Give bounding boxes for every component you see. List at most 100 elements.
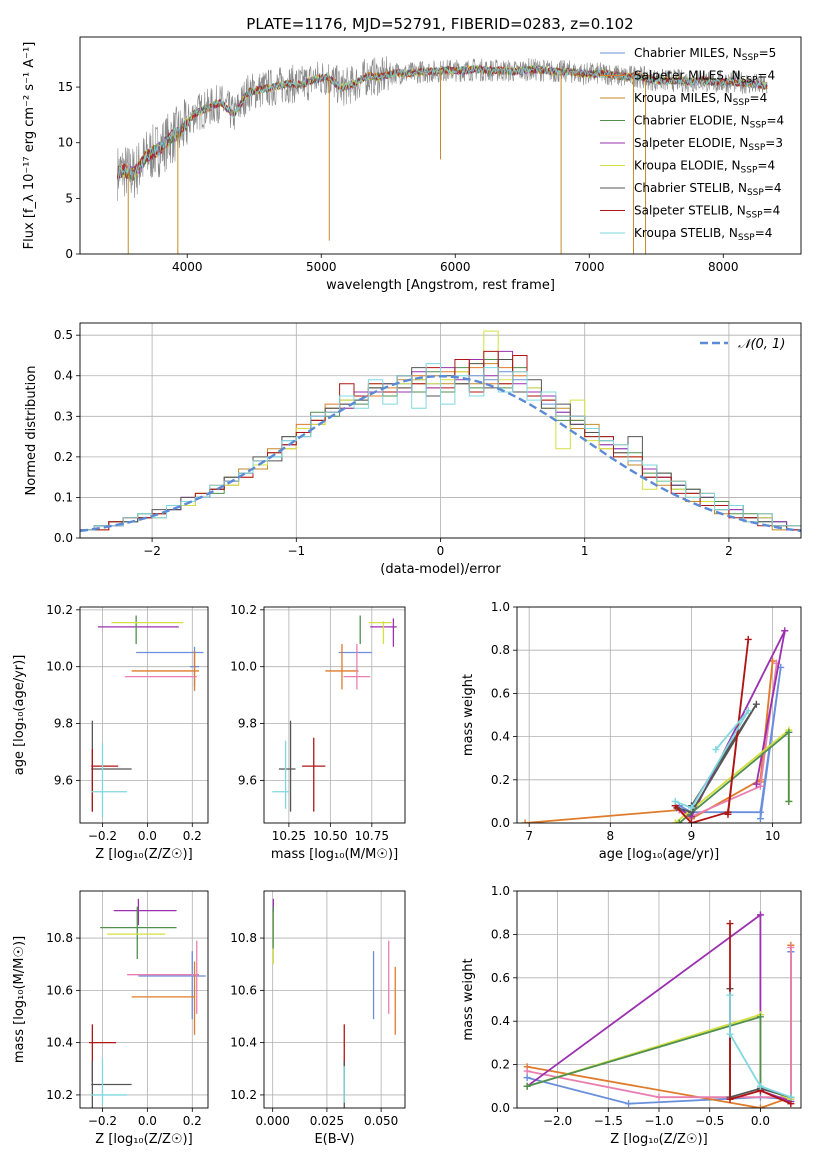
gaussian-curve [80,374,801,533]
y-tick-label: 10.8 [230,931,257,945]
y-tick-label: 0.8 [491,643,510,657]
weight-marker [671,797,679,805]
x-tick-label: 7000 [574,260,605,274]
y-tick-label: 0.2 [491,773,510,787]
y-tick-label: 15 [58,80,73,94]
weight-marker [675,819,683,823]
axes-frame [79,606,209,824]
spectrum-plot [117,56,768,254]
legend-subscript: SSP [746,211,763,221]
y-tick-label: 10.0 [230,660,257,674]
x-tick-label: 0.025 [310,1114,344,1128]
x-tick-label: −1 [287,544,305,558]
legend-suffix: =4 [755,226,773,240]
x-tick-label: 7 [525,829,533,843]
y-tick-label: 10 [58,136,73,150]
x-tick-label: 0.000 [255,1114,289,1128]
legend-label: Salpeter STELIB, NSSP=4 [634,204,780,221]
weight-marker [787,1093,795,1101]
y-tick-label: 5 [65,191,73,205]
legend-label: Chabrier MILES, NSSP=5 [634,46,776,63]
legend-subscript: SSP [738,233,755,243]
x-tick-label: −0.2 [88,1114,117,1128]
legend-subscript: SSP [733,98,750,108]
axes-spectrum: 4000 5000 6000 7000 8000 0 5 10 15 wavelength [An… [22,36,802,293]
weight-marker [687,819,695,823]
errorbar-plot [272,898,396,1108]
axes-frame [79,322,802,539]
y-tick-label: 10.6 [230,983,257,997]
x-tick-label: 8 [606,829,614,843]
y-tick-label: 0.0 [491,816,510,830]
y-tick-label: 10.4 [46,1036,73,1050]
weight-marker [781,627,789,635]
legend-suffix: =4 [764,181,782,195]
weight-marker [521,819,529,823]
legend-suffix: =3 [765,136,783,150]
legend-label: Salpeter ELODIE, NSSP=3 [634,136,783,153]
gaussian-legend-label: 𝒩(0, 1) [738,337,785,352]
weight-marker [726,920,734,928]
x-axis-label: age [log₁₀(age/yr)] [599,847,720,862]
legend-label: Kroupa STELIB, NSSP=4 [634,226,772,243]
axes-frame [516,606,802,824]
y-tick-label: 0.1 [54,490,73,504]
y-tick-label: 0.4 [491,730,510,744]
x-tick-label: 8000 [708,260,739,274]
y-tick-label: 0.0 [491,1101,510,1115]
legend-suffix: =4 [750,91,768,105]
y-tick-label: 10.0 [46,660,73,674]
legend-subscript: SSP [750,121,767,131]
x-tick-label: 10 [765,829,780,843]
weight-marker [726,1095,734,1103]
weight-marker [752,780,760,788]
x-tick-label: 2 [725,544,733,558]
x-tick-label: 0.050 [364,1114,398,1128]
weight-marker [756,911,764,919]
y-tick-label: 9.6 [238,773,257,787]
weight-line-pink [678,663,778,818]
weight-line-kroupa-stelib [729,995,792,1099]
y-axis-label: mass weight [461,958,476,1040]
weight-marker [785,797,793,805]
weight-marker [726,1030,734,1038]
axes-frame [263,890,406,1109]
weight-plot [523,911,795,1108]
weight-marker [712,746,720,754]
weight-marker [744,635,752,643]
axes-massweight_vs_age: 7 8 9 10 0.0 0.2 0.4 0.6 0.8 1.0 age [log₁₀(age/yr… [461,600,802,862]
legend-suffix: =4 [757,69,775,83]
weight-marker [756,782,764,790]
y-tick-label: 9.8 [54,717,73,731]
x-tick-label: 10.50 [313,829,347,843]
y-tick-label: 0.3 [54,409,73,423]
x-tick-label: −1.0 [644,1114,673,1128]
x-tick-label: 10.25 [272,829,306,843]
y-axis-label: mass [log₁₀(M/M☉)] [12,936,27,1063]
y-tick-label: 1.0 [491,600,510,614]
y-tick-label: 9.6 [54,773,73,787]
x-tick-label: 0.2 [183,829,202,843]
y-axis-label: Normed distribution [24,366,39,496]
weight-marker [744,707,752,715]
x-tick-label: −2.0 [543,1114,572,1128]
y-tick-label: 0.0 [54,531,73,545]
y-tick-label: 0.6 [491,971,510,985]
x-axis-label: (data-model)/error [380,562,501,577]
weight-line-pink [526,947,792,1099]
y-tick-label: 1.0 [491,884,510,898]
x-tick-label: 0.2 [183,1114,202,1128]
legend-suffix: =4 [757,159,775,173]
x-tick-label: 6000 [440,260,471,274]
y-tick-label: 0.8 [491,927,510,941]
weight-marker [671,819,679,823]
weight-line-salpeter-miles [525,660,774,823]
weight-marker [523,1067,531,1075]
legend-subscript: SSP [741,166,758,176]
axes-frame [263,606,406,824]
y-axis-label: age [log₁₀(age/yr)] [12,655,27,776]
weight-line-salpeter-elodie [526,913,792,1103]
y-axis-label: Flux [f_λ 10⁻¹⁷ erg cm⁻² s⁻¹ A⁻¹] [22,42,37,250]
y-axis-label: mass weight [461,674,476,756]
